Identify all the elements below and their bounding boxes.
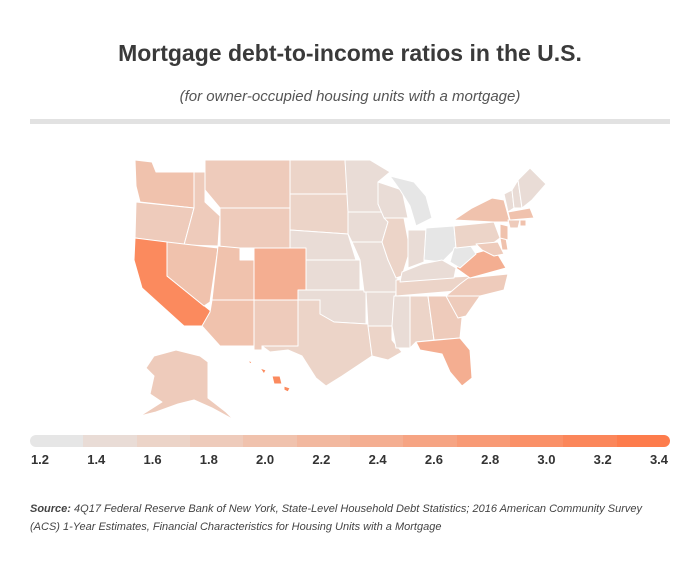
state-washington [134,159,195,209]
state-north-carolina [445,273,509,297]
state-hawaii [247,359,291,393]
legend-label: 1.6 [143,452,162,467]
state-iowa [347,211,389,243]
state-michigan [389,175,433,227]
state-connecticut [507,219,521,229]
state-oregon [134,201,195,246]
legend-label: 1.8 [199,452,218,467]
state-alaska [139,349,235,420]
legend-segment [403,435,457,447]
legend-label: 3.2 [593,452,612,467]
chart-subtitle: (for owner-occupied housing units with a… [179,88,521,105]
state-maine [517,167,547,209]
legend-label: 2.8 [481,452,500,467]
legend-labels: 1.2 1.4 1.6 1.8 2.0 2.2 2.4 2.6 2.8 3.0 3.2 3.4 [0,452,700,468]
legend-label: 2.0 [256,452,275,467]
state-montana [204,159,291,209]
state-north-dakota [289,159,349,195]
source-label: Source: [30,503,71,515]
legend-segment [243,435,297,447]
chart-title: Mortgage debt-to-income ratios in the U.… [118,40,582,66]
state-kansas [305,259,361,291]
state-new-jersey [499,223,509,241]
state-rhode-island [519,219,527,227]
state-ohio [423,225,457,263]
state-arkansas [365,291,397,327]
us-choropleth-map [133,159,547,420]
state-arizona [201,299,255,347]
legend-segment [136,435,190,447]
state-new-york [453,197,511,223]
legend-label: 2.2 [312,452,331,467]
state-nevada [166,241,219,307]
state-indiana [407,229,427,269]
legend-segment [83,435,137,447]
state-wyoming [219,207,291,249]
legend-label: 2.4 [368,452,387,467]
legend-segment [616,435,670,447]
legend-segment [509,435,564,447]
source-text: 4Q17 Federal Reserve Bank of New York, S… [30,503,643,533]
legend-segment [456,435,510,447]
source-note: Source: 4Q17 Federal Reserve Bank of New… [30,500,665,536]
header-divider [30,119,670,124]
legend-segment [296,435,350,447]
state-illinois [381,217,411,279]
legend-segment [189,435,244,447]
state-mississippi [391,295,411,349]
legend-label: 1.4 [87,452,106,467]
legend-segment [563,435,617,447]
legend-segment [30,435,84,447]
state-south-dakota [289,193,349,235]
legend-segment [349,435,404,447]
state-pennsylvania [453,221,501,249]
state-maryland [475,241,505,257]
legend-label: 3.0 [537,452,556,467]
state-texas [261,299,373,387]
legend-label: 2.6 [424,452,443,467]
state-massachusetts [507,207,535,221]
state-utah [211,245,255,301]
state-new-mexico [253,299,299,351]
legend-color-scale [30,435,670,447]
legend-label: 3.4 [649,452,669,467]
legend-label: 1.2 [30,452,50,467]
state-florida [415,337,473,387]
